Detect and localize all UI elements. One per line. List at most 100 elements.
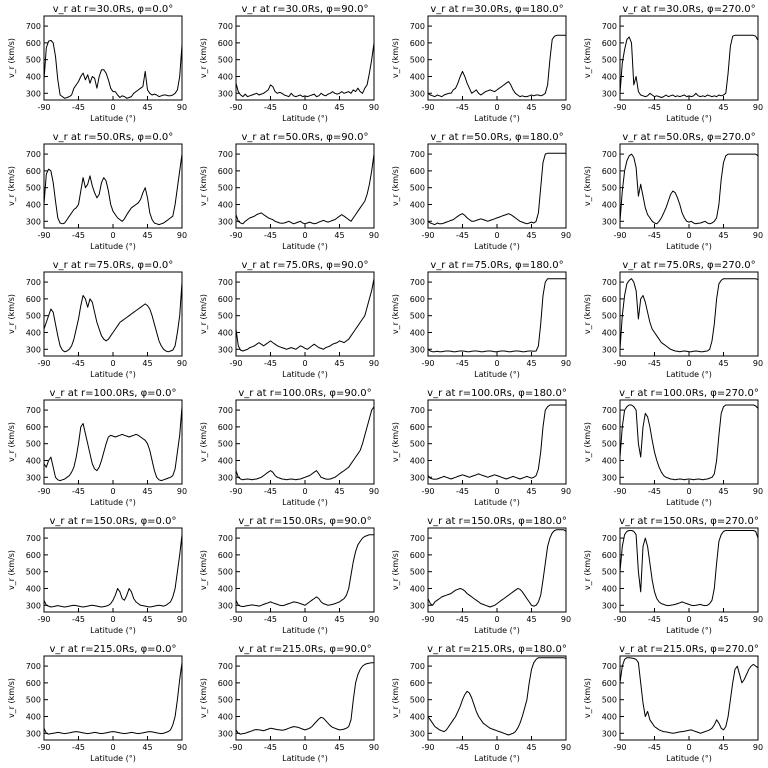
x-tick-label: -90 [229,743,242,752]
panel-title: v_r at r=100.0Rs, φ=0.0° [50,388,177,399]
x-tick-label: -90 [421,103,434,112]
x-axis-label: Latitude (°) [90,754,136,763]
x-tick-label: 45 [718,615,728,624]
y-tick-label: 700 [218,406,233,415]
x-tick-label: 45 [526,615,536,624]
y-tick-label: 500 [602,696,617,705]
x-tick-label: -90 [421,743,434,752]
x-tick-label: 90 [753,615,763,624]
x-axis-label: Latitude (°) [282,114,328,123]
panel-title: v_r at r=215.0Rs, φ=90.0° [238,644,371,655]
series-line [43,534,183,608]
x-tick-label: 90 [561,103,571,112]
chart-panel-20: v_r at r=150.0Rs, φ=270.0° -90 -45 0 45 90 300… [583,516,763,635]
x-tick-label: 45 [142,615,152,624]
x-tick-label: -45 [72,743,85,752]
y-tick-label: 400 [410,328,425,337]
y-tick-label: 300 [602,729,617,738]
x-axis-label: Latitude (°) [666,626,712,635]
x-axis-label: Latitude (°) [282,754,328,763]
series-line [619,404,759,481]
y-tick-label: 300 [26,217,41,226]
x-tick-label: 0 [494,103,499,112]
x-axis-label: Latitude (°) [282,242,328,251]
x-axis-label: Latitude (°) [282,498,328,507]
panel-title: v_r at r=50.0Rs, φ=180.0° [430,132,563,143]
chart-panel-3: v_r at r=30.0Rs, φ=180.0° -90 -45 0 45 90 300 4… [391,4,571,123]
panel-title: v_r at r=50.0Rs, φ=270.0° [622,132,755,143]
series-line [43,154,183,226]
x-tick-label: -45 [456,487,469,496]
x-tick-label: 90 [561,615,571,624]
x-axis-label: Latitude (°) [474,242,520,251]
y-tick-label: 500 [602,568,617,577]
y-tick-label: 700 [26,150,41,159]
series-line [619,34,759,98]
panel-title: v_r at r=30.0Rs, φ=180.0° [430,4,563,15]
y-tick-label: 400 [410,456,425,465]
x-tick-label: -45 [648,743,661,752]
y-tick-label: 500 [410,696,425,705]
y-tick-label: 400 [26,712,41,721]
panel-title: v_r at r=150.0Rs, φ=0.0° [50,516,177,527]
y-tick-label: 700 [602,406,617,415]
x-axis-label: Latitude (°) [282,626,328,635]
plot-frame [235,15,375,101]
x-tick-label: -90 [613,615,626,624]
panel-title: v_r at r=215.0Rs, φ=270.0° [619,644,759,655]
panel-title: v_r at r=75.0Rs, φ=0.0° [53,260,174,271]
y-axis-label: v_r (km/s) [583,38,592,78]
x-tick-label: 45 [142,487,152,496]
y-tick-label: 700 [218,662,233,671]
x-axis-label: Latitude (°) [90,370,136,379]
x-tick-label: 0 [302,487,307,496]
y-tick-label: 600 [410,551,425,560]
y-axis-label: v_r (km/s) [391,294,400,334]
series-line [235,406,375,481]
x-tick-label: 45 [334,615,344,624]
x-tick-label: 0 [686,615,691,624]
x-tick-label: -45 [72,359,85,368]
y-tick-label: 300 [410,345,425,354]
x-tick-label: -90 [613,743,626,752]
y-tick-label: 600 [410,39,425,48]
x-tick-label: 45 [334,103,344,112]
x-tick-label: 90 [369,487,379,496]
y-tick-label: 600 [26,679,41,688]
chart-panel-7: v_r at r=50.0Rs, φ=180.0° -90 -45 0 45 90 300 4… [391,132,571,251]
y-tick-label: 600 [218,39,233,48]
x-tick-label: 45 [142,103,152,112]
y-tick-label: 300 [218,473,233,482]
series-line [235,42,375,98]
y-axis-label: v_r (km/s) [583,678,592,718]
x-axis-label: Latitude (°) [474,498,520,507]
y-tick-label: 500 [410,312,425,321]
y-tick-label: 300 [26,345,41,354]
chart-panel-19: v_r at r=150.0Rs, φ=180.0° -90 -45 0 45 90 300… [391,516,571,635]
series-line [427,278,566,353]
chart-panel-15: v_r at r=100.0Rs, φ=180.0° -90 -45 0 45 90 300… [391,388,571,507]
x-tick-label: 0 [110,359,115,368]
y-tick-label: 400 [602,200,617,209]
x-tick-label: -45 [456,359,469,368]
series-line [43,406,183,482]
y-tick-label: 400 [26,72,41,81]
y-axis-label: v_r (km/s) [583,294,592,334]
y-tick-label: 500 [602,184,617,193]
y-tick-label: 300 [602,345,617,354]
x-tick-label: -45 [456,743,469,752]
y-tick-label: 400 [602,328,617,337]
x-tick-label: -45 [72,615,85,624]
y-tick-label: 400 [602,456,617,465]
x-tick-label: 45 [334,359,344,368]
x-tick-label: 90 [561,487,571,496]
y-tick-label: 400 [602,72,617,81]
y-tick-label: 700 [26,278,41,287]
x-tick-label: -45 [264,359,277,368]
x-tick-label: 0 [686,743,691,752]
x-tick-label: 90 [753,359,763,368]
y-tick-label: 700 [410,662,425,671]
x-tick-label: -90 [37,615,50,624]
y-tick-label: 300 [26,601,41,610]
y-tick-label: 400 [218,200,233,209]
